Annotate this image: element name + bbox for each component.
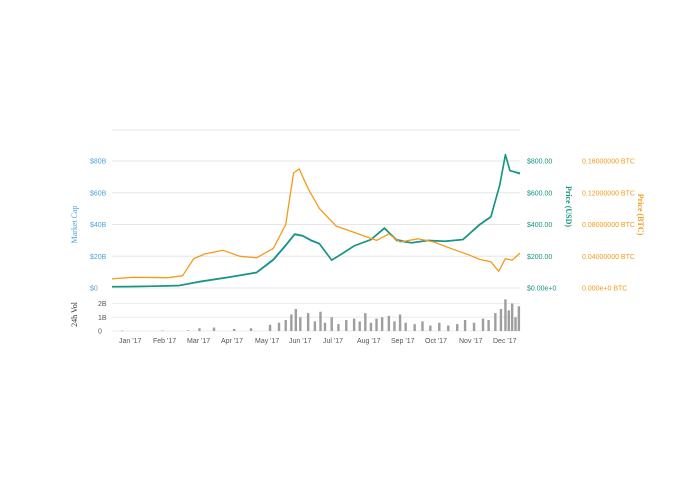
x-axis-tick: May '17 xyxy=(255,338,279,345)
x-axis-tick: Jan '17 xyxy=(119,338,141,345)
volume-bar xyxy=(494,313,497,331)
volume-bar xyxy=(337,324,340,331)
volume-bar xyxy=(120,330,124,332)
volume-bar xyxy=(387,315,391,331)
volume-tick: 0 xyxy=(98,329,102,336)
volume-bar xyxy=(517,306,521,331)
series-line-market-cap xyxy=(111,154,521,288)
market-cap-tick: $60B xyxy=(90,190,107,197)
volume-bar xyxy=(290,314,293,331)
volume-bar xyxy=(393,321,396,331)
volume-tick: 2B xyxy=(98,301,107,308)
volume-bar xyxy=(507,310,510,331)
price-usd-axis-title: Price (USD) xyxy=(564,186,573,227)
x-axis-tick: Aug '17 xyxy=(357,338,381,345)
x-axis-tick: Nov '17 xyxy=(459,338,483,345)
volume-bar xyxy=(487,320,490,331)
volume-bar xyxy=(404,322,407,331)
volume-bar xyxy=(299,317,302,331)
volume-bar xyxy=(232,328,236,331)
volume-bar xyxy=(330,317,333,331)
market-cap-tick: $20B xyxy=(90,254,107,261)
x-axis-tick: Mar '17 xyxy=(187,338,210,345)
x-axis-tick: Dec '17 xyxy=(493,338,517,345)
volume-bar xyxy=(323,322,327,331)
volume-bar xyxy=(319,311,322,331)
volume-bar xyxy=(268,324,272,331)
x-axis-tick: Sep '17 xyxy=(391,338,415,345)
volume-bar xyxy=(504,299,507,331)
price-btc-tick: 0.12000000 BTC xyxy=(582,190,635,197)
x-axis-tick: Feb '17 xyxy=(153,338,176,345)
price-btc-tick: 0.08000000 BTC xyxy=(582,222,635,229)
volume-bar xyxy=(306,313,310,331)
volume-bar xyxy=(514,317,517,331)
market-cap-tick: $80B xyxy=(90,159,107,166)
volume-bar xyxy=(472,322,476,331)
series-line-price-usd xyxy=(111,153,521,288)
price-btc-tick: 0.000e+0 BTC xyxy=(582,286,627,293)
volume-bar xyxy=(294,309,298,331)
x-axis-tick: Jul '17 xyxy=(323,338,343,345)
volume-bar xyxy=(447,325,450,331)
price-btc-tick: 0.16000000 BTC xyxy=(582,159,635,166)
series-line-price-btc xyxy=(111,168,521,280)
volume-bar xyxy=(345,320,348,331)
volume-bar xyxy=(380,317,384,331)
price-btc-tick: 0.04000000 BTC xyxy=(582,254,635,261)
x-axis-tick: Jun '17 xyxy=(289,338,311,345)
volume-axis-title: 24h Vol xyxy=(70,301,79,327)
volume-bar xyxy=(421,321,424,331)
volume-bar xyxy=(198,328,201,331)
volume-bar xyxy=(429,325,432,331)
price-usd-tick: $0.00e+0 xyxy=(527,286,556,293)
volume-bar xyxy=(369,322,373,331)
price-btc-axis-title: Price (BTC) xyxy=(636,194,645,236)
volume-bar xyxy=(187,330,190,331)
volume-bar xyxy=(456,324,459,331)
volume-bar xyxy=(413,324,416,331)
volume-bar xyxy=(352,318,356,331)
volume-bar xyxy=(277,322,281,331)
volume-bar xyxy=(438,322,441,331)
volume-bar xyxy=(249,328,253,331)
volume-bar xyxy=(161,330,164,332)
volume-tick: 1B xyxy=(98,315,107,322)
volume-bar xyxy=(398,314,402,331)
volume-bar xyxy=(481,318,485,331)
volume-bar xyxy=(358,321,361,331)
volume-bar xyxy=(510,303,514,331)
x-axis-tick: Apr '17 xyxy=(221,338,243,345)
market-cap-tick: $0 xyxy=(90,286,98,293)
market-cap-axis-title: Market Cap xyxy=(70,206,79,244)
x-axis-tick: Oct '17 xyxy=(425,338,447,345)
market-cap-tick: $40B xyxy=(90,222,107,229)
volume-bar xyxy=(212,327,216,331)
price-usd-tick: $600.00 xyxy=(527,190,552,197)
volume-bar xyxy=(364,313,367,331)
price-usd-tick: $800.00 xyxy=(527,159,552,166)
volume-bar xyxy=(284,320,287,331)
volume-bar xyxy=(463,320,467,331)
price-usd-tick: $400.00 xyxy=(527,222,552,229)
volume-bar xyxy=(313,321,317,331)
volume-bar xyxy=(499,309,503,331)
volume-bar xyxy=(375,318,378,331)
price-usd-tick: $200.00 xyxy=(527,254,552,261)
